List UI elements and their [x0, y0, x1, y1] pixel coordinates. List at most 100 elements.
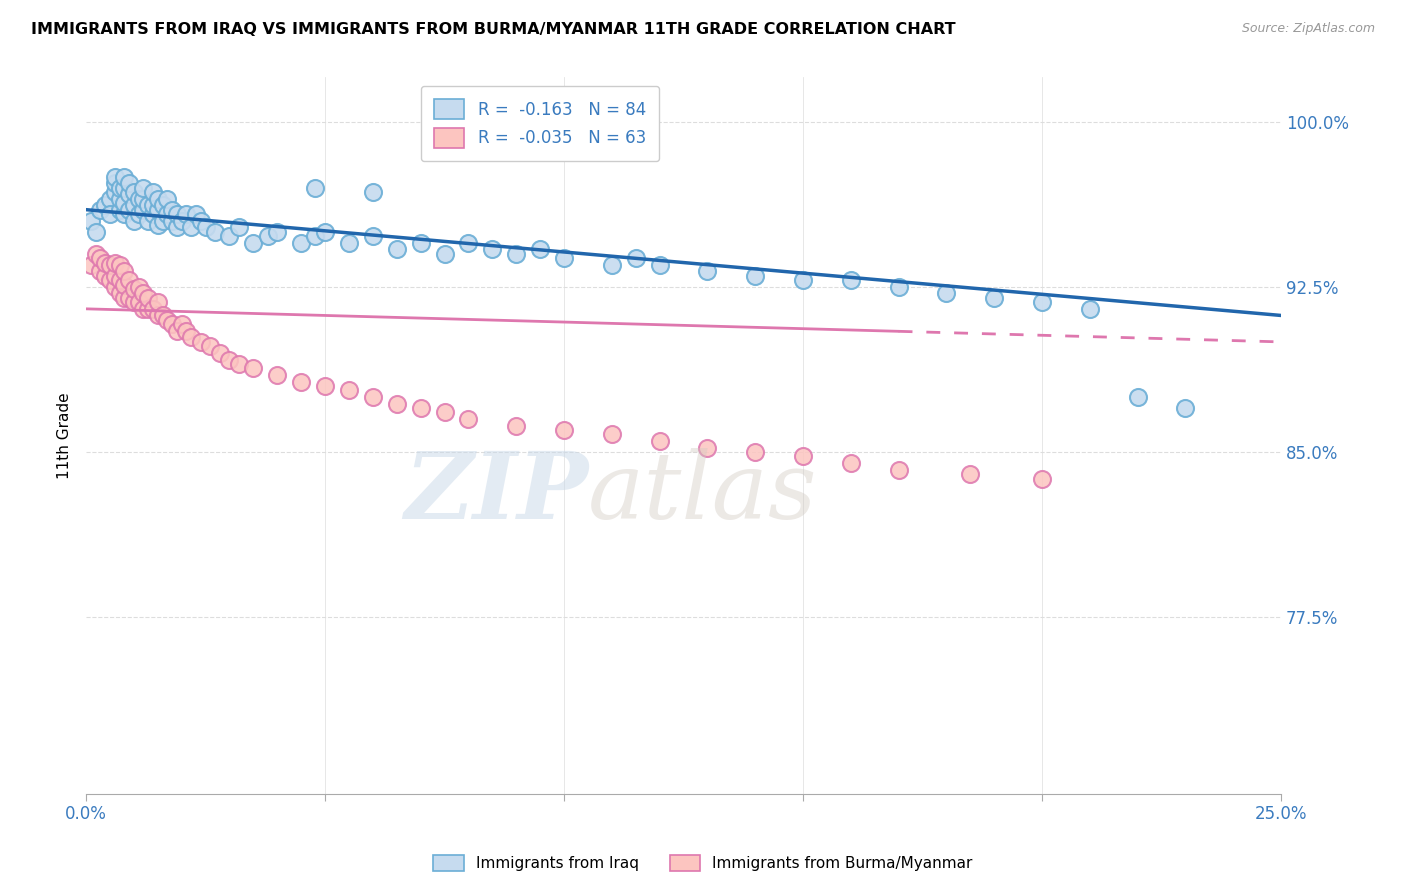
Point [304, 229, 326, 244]
Point [792, 450, 814, 464]
Point [128, 295, 150, 310]
Point [600, 427, 623, 442]
Point [361, 185, 384, 199]
Point [1078, 301, 1101, 316]
Point [136, 301, 159, 316]
Point [112, 277, 135, 292]
Point [80, 213, 103, 227]
Point [152, 213, 174, 227]
Point [112, 196, 135, 211]
Point [208, 346, 231, 360]
Point [887, 280, 910, 294]
Point [118, 273, 141, 287]
Point [361, 229, 384, 244]
Point [112, 264, 135, 278]
Point [132, 286, 155, 301]
Point [136, 291, 159, 305]
Point [433, 405, 456, 419]
Point [98, 273, 121, 287]
Point [160, 202, 183, 217]
Point [1031, 471, 1053, 485]
Text: IMMIGRANTS FROM IRAQ VS IMMIGRANTS FROM BURMA/MYANMAR 11TH GRADE CORRELATION CHA: IMMIGRANTS FROM IRAQ VS IMMIGRANTS FROM … [31, 22, 956, 37]
Point [180, 330, 202, 344]
Point [98, 192, 121, 206]
Point [104, 255, 127, 269]
Point [146, 218, 169, 232]
Point [170, 318, 193, 332]
Point [166, 324, 188, 338]
Point [156, 192, 179, 206]
Point [112, 169, 135, 184]
Point [744, 268, 766, 283]
Point [1031, 295, 1053, 310]
Point [132, 180, 155, 194]
Point [142, 198, 165, 212]
Point [792, 273, 814, 287]
Point [304, 180, 326, 194]
Text: atlas: atlas [588, 448, 817, 538]
Point [266, 368, 288, 382]
Point [152, 198, 174, 212]
Point [122, 282, 145, 296]
Point [160, 318, 183, 332]
Point [170, 213, 193, 227]
Point [166, 220, 188, 235]
Point [385, 243, 408, 257]
Point [108, 273, 131, 287]
Point [132, 192, 155, 206]
Point [959, 467, 981, 482]
Point [94, 198, 117, 212]
Point [457, 412, 479, 426]
Point [290, 375, 312, 389]
Point [457, 235, 479, 250]
Point [142, 185, 165, 199]
Point [200, 339, 222, 353]
Point [218, 352, 240, 367]
Point [89, 264, 111, 278]
Point [648, 434, 671, 448]
Point [160, 213, 183, 227]
Point [505, 246, 527, 260]
Point [180, 220, 202, 235]
Point [314, 379, 336, 393]
Point [118, 202, 141, 217]
Point [696, 264, 718, 278]
Point [190, 334, 212, 349]
Point [156, 207, 179, 221]
Point [112, 180, 135, 194]
Point [194, 220, 217, 235]
Point [132, 301, 155, 316]
Legend: R =  -0.163   N = 84, R =  -0.035   N = 63: R = -0.163 N = 84, R = -0.035 N = 63 [420, 86, 659, 161]
Point [146, 309, 169, 323]
Point [529, 243, 551, 257]
Text: Source: ZipAtlas.com: Source: ZipAtlas.com [1241, 22, 1375, 36]
Point [89, 202, 111, 217]
Point [108, 286, 131, 301]
Point [505, 418, 527, 433]
Point [146, 192, 169, 206]
Point [409, 235, 432, 250]
Point [108, 180, 131, 194]
Point [228, 357, 250, 371]
Point [104, 169, 127, 184]
Point [839, 273, 862, 287]
Point [839, 456, 862, 470]
Y-axis label: 11th Grade: 11th Grade [58, 392, 72, 479]
Point [146, 295, 169, 310]
Point [142, 301, 165, 316]
Point [122, 185, 145, 199]
Point [337, 384, 360, 398]
Point [553, 423, 575, 437]
Point [104, 176, 127, 190]
Point [156, 313, 179, 327]
Point [481, 243, 503, 257]
Point [744, 445, 766, 459]
Point [648, 258, 671, 272]
Point [108, 192, 131, 206]
Point [122, 295, 145, 310]
Point [122, 213, 145, 227]
Point [112, 207, 135, 221]
Point [184, 207, 207, 221]
Point [983, 291, 1005, 305]
Point [84, 246, 107, 260]
